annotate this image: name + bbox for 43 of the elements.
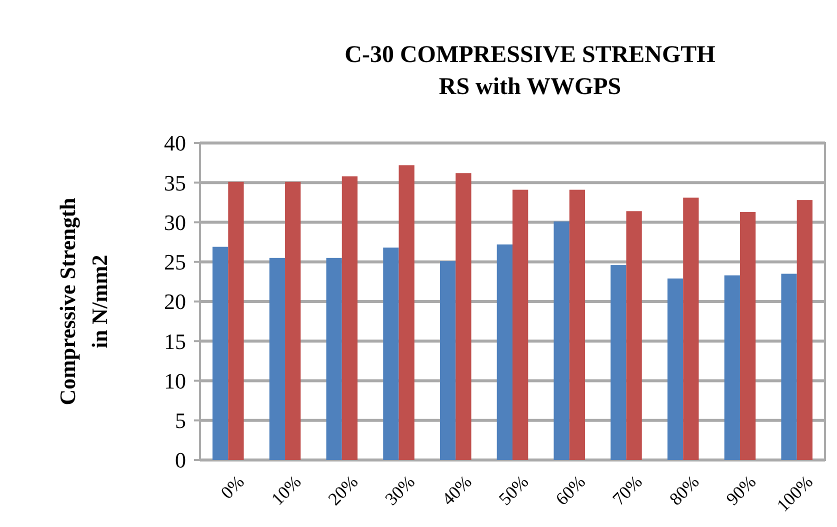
bar — [285, 182, 301, 460]
x-tick-label: 10% — [267, 472, 305, 510]
bar — [342, 176, 358, 460]
bar — [626, 211, 642, 460]
y-tick-label: 30 — [164, 210, 186, 235]
x-tick-label: 50% — [494, 472, 532, 510]
y-tick-label: 40 — [164, 130, 186, 156]
y-axis-title: Compressive Strength in N/mm2 — [55, 198, 112, 406]
bar — [496, 244, 512, 460]
bar — [456, 173, 472, 460]
bar — [667, 278, 684, 460]
x-tick-label: 80% — [665, 472, 703, 510]
y-tick-label: 0 — [175, 448, 186, 473]
bar — [610, 265, 626, 460]
x-tick-label: 70% — [608, 472, 646, 510]
y-tick-label: 35 — [164, 170, 186, 196]
y-tick-label: 5 — [175, 408, 186, 434]
bar — [740, 212, 756, 460]
chart-title: C-30 COMPRESSIVE STRENGTH RS with WWGPS — [344, 42, 716, 100]
y-tick-label: 15 — [164, 328, 186, 354]
y-tick-label: 20 — [164, 289, 186, 314]
y-tick-label: 10 — [164, 368, 186, 394]
bar — [269, 258, 286, 460]
bar — [554, 221, 570, 460]
x-tick-label: 0% — [216, 472, 248, 503]
bar — [683, 198, 699, 460]
bar — [228, 182, 244, 460]
x-tick-label: 20% — [324, 472, 362, 510]
bar — [781, 274, 797, 460]
bar — [796, 200, 812, 460]
bar — [440, 261, 456, 460]
x-tick-label: 40% — [438, 472, 476, 510]
x-tick-label: 90% — [722, 472, 760, 510]
y-tick-label: 25 — [164, 250, 186, 275]
x-tick-label: 60% — [552, 472, 590, 510]
bar — [326, 258, 342, 460]
bar — [383, 248, 399, 460]
bar — [724, 275, 740, 460]
bar — [398, 165, 414, 460]
bar — [569, 190, 586, 460]
bar — [212, 246, 228, 460]
bar — [512, 190, 528, 460]
x-tick-label: 30% — [381, 472, 418, 510]
